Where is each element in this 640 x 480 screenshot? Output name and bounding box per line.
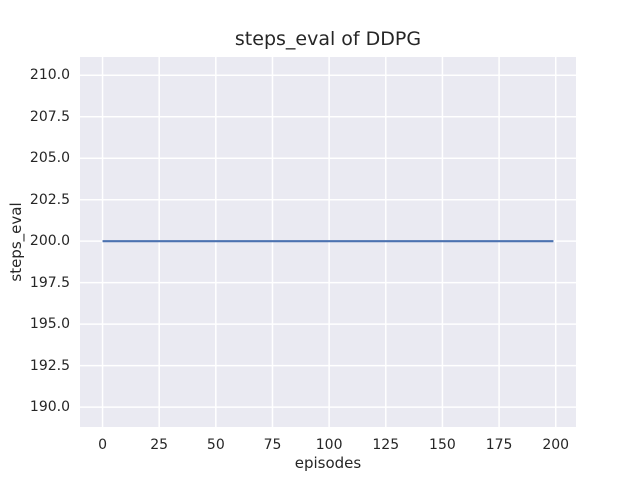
y-tick-label: 195.0 [29,316,70,333]
y-tick-label: 210.0 [29,67,70,84]
y-tick-label: 202.5 [29,191,70,208]
x-tick-label: 100 [315,437,343,453]
y-tick-label: 200.0 [29,233,70,250]
x-tick-label: 75 [263,437,282,453]
chart-title: steps_eval of DDPG [234,28,422,50]
x-tick-label: 125 [372,437,400,453]
y-tick-label: 190.0 [29,399,70,416]
y-axis-label: steps_eval [7,202,25,282]
x-tick-label: 25 [150,437,169,453]
y-tick-label: 205.0 [29,150,70,167]
plot-canvas [80,57,576,427]
x-tick-label: 150 [429,437,456,453]
x-tick-label: 175 [485,437,513,453]
y-tick-label: 192.5 [29,357,70,374]
x-tick-label: 0 [98,437,107,453]
x-tick-label: 200 [542,437,570,453]
plot-area [80,57,576,427]
x-axis-label: episodes [294,454,362,472]
y-tick-label: 197.5 [29,274,70,291]
y-tick-label: 207.5 [29,108,70,125]
x-tick-label: 50 [206,437,225,453]
